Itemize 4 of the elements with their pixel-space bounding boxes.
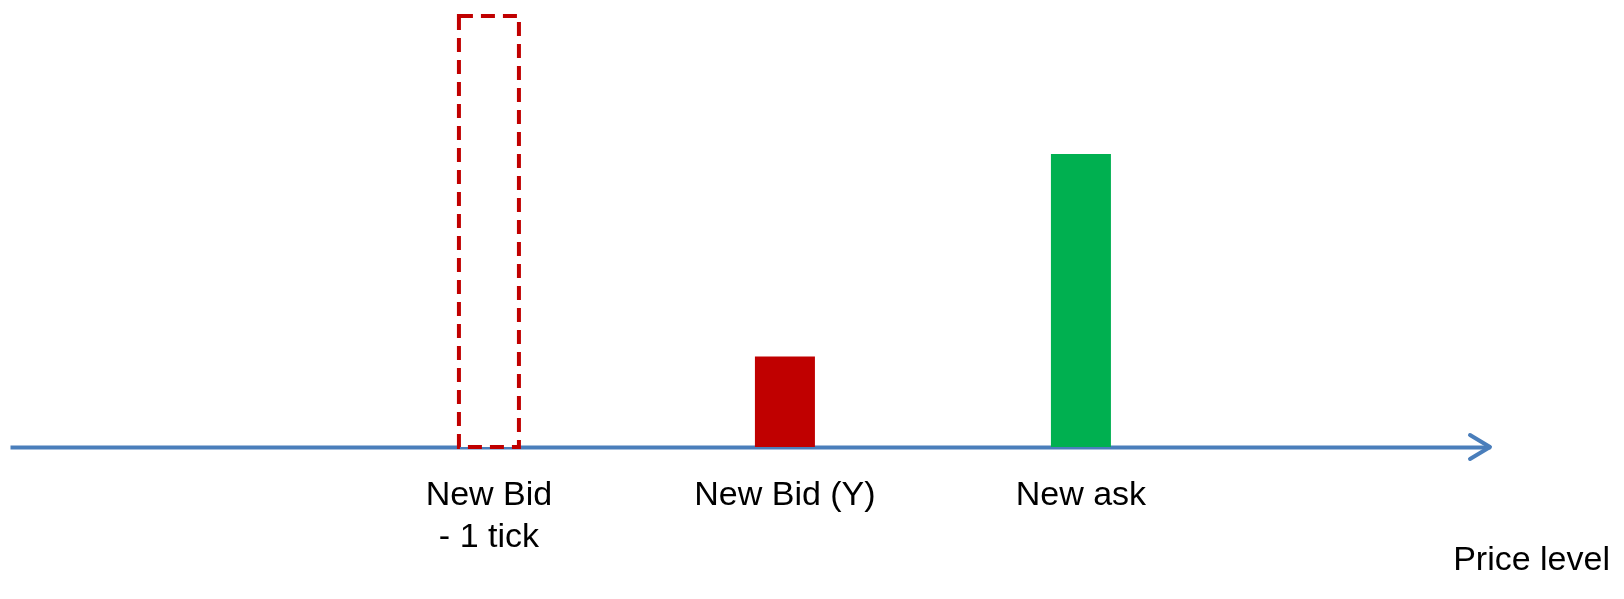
x-tick-label: New Bid (Y) bbox=[694, 473, 876, 512]
text: Price level bbox=[1453, 539, 1610, 577]
x-tick-label: New ask bbox=[1015, 473, 1148, 512]
x-tick-label: New Bid - 1 tick bbox=[425, 473, 553, 554]
